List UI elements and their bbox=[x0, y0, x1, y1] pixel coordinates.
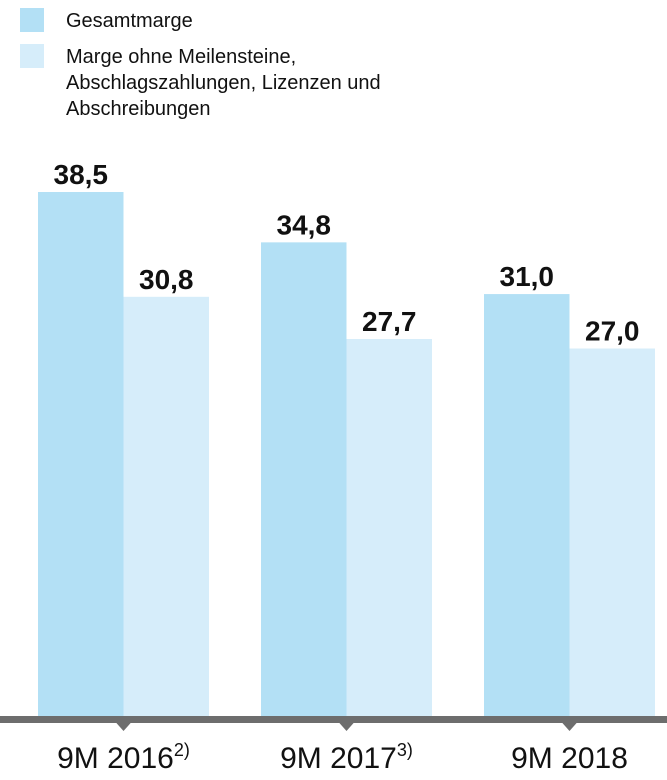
axis-tick bbox=[338, 722, 355, 731]
legend-swatch bbox=[20, 44, 44, 68]
value-label: 38,5 bbox=[54, 159, 109, 190]
legend-label: Gesamtmarge bbox=[66, 10, 193, 32]
category: 9M 2017 bbox=[280, 742, 397, 775]
legend-item: Gesamtmarge bbox=[20, 8, 480, 34]
value-label: 27,0 bbox=[585, 316, 640, 347]
value-label: 30,8 bbox=[139, 264, 194, 295]
bar bbox=[346, 338, 432, 716]
value-label: 34,8 bbox=[277, 209, 332, 240]
bar bbox=[123, 296, 209, 716]
axis-tick bbox=[115, 722, 132, 731]
x-tick-label: 9M 2018 bbox=[511, 742, 628, 775]
bar bbox=[38, 192, 124, 716]
legend-swatch bbox=[20, 8, 44, 32]
category: 9M 2016 bbox=[57, 742, 174, 775]
value-label: 27,7 bbox=[362, 306, 417, 337]
value-label: 31,0 bbox=[500, 261, 555, 292]
category: 9M 2018 bbox=[511, 742, 628, 775]
bar bbox=[261, 242, 347, 716]
footnote-mark: 2) bbox=[174, 740, 190, 760]
footnote-mark: 3) bbox=[397, 740, 413, 760]
legend-label: Marge ohne Meilensteine, Abschlagszahlun… bbox=[66, 46, 381, 120]
bar bbox=[484, 294, 570, 716]
legend-item: Marge ohne Meilensteine, Abschlagszahlun… bbox=[20, 44, 480, 122]
legend: Gesamtmarge Marge ohne Meilensteine, Absc… bbox=[20, 8, 480, 132]
bar bbox=[569, 348, 655, 716]
x-tick-label: 9M 20162) bbox=[57, 740, 190, 775]
x-tick-label: 9M 20173) bbox=[280, 740, 413, 775]
axis-tick bbox=[561, 722, 578, 731]
x-axis bbox=[0, 716, 667, 723]
